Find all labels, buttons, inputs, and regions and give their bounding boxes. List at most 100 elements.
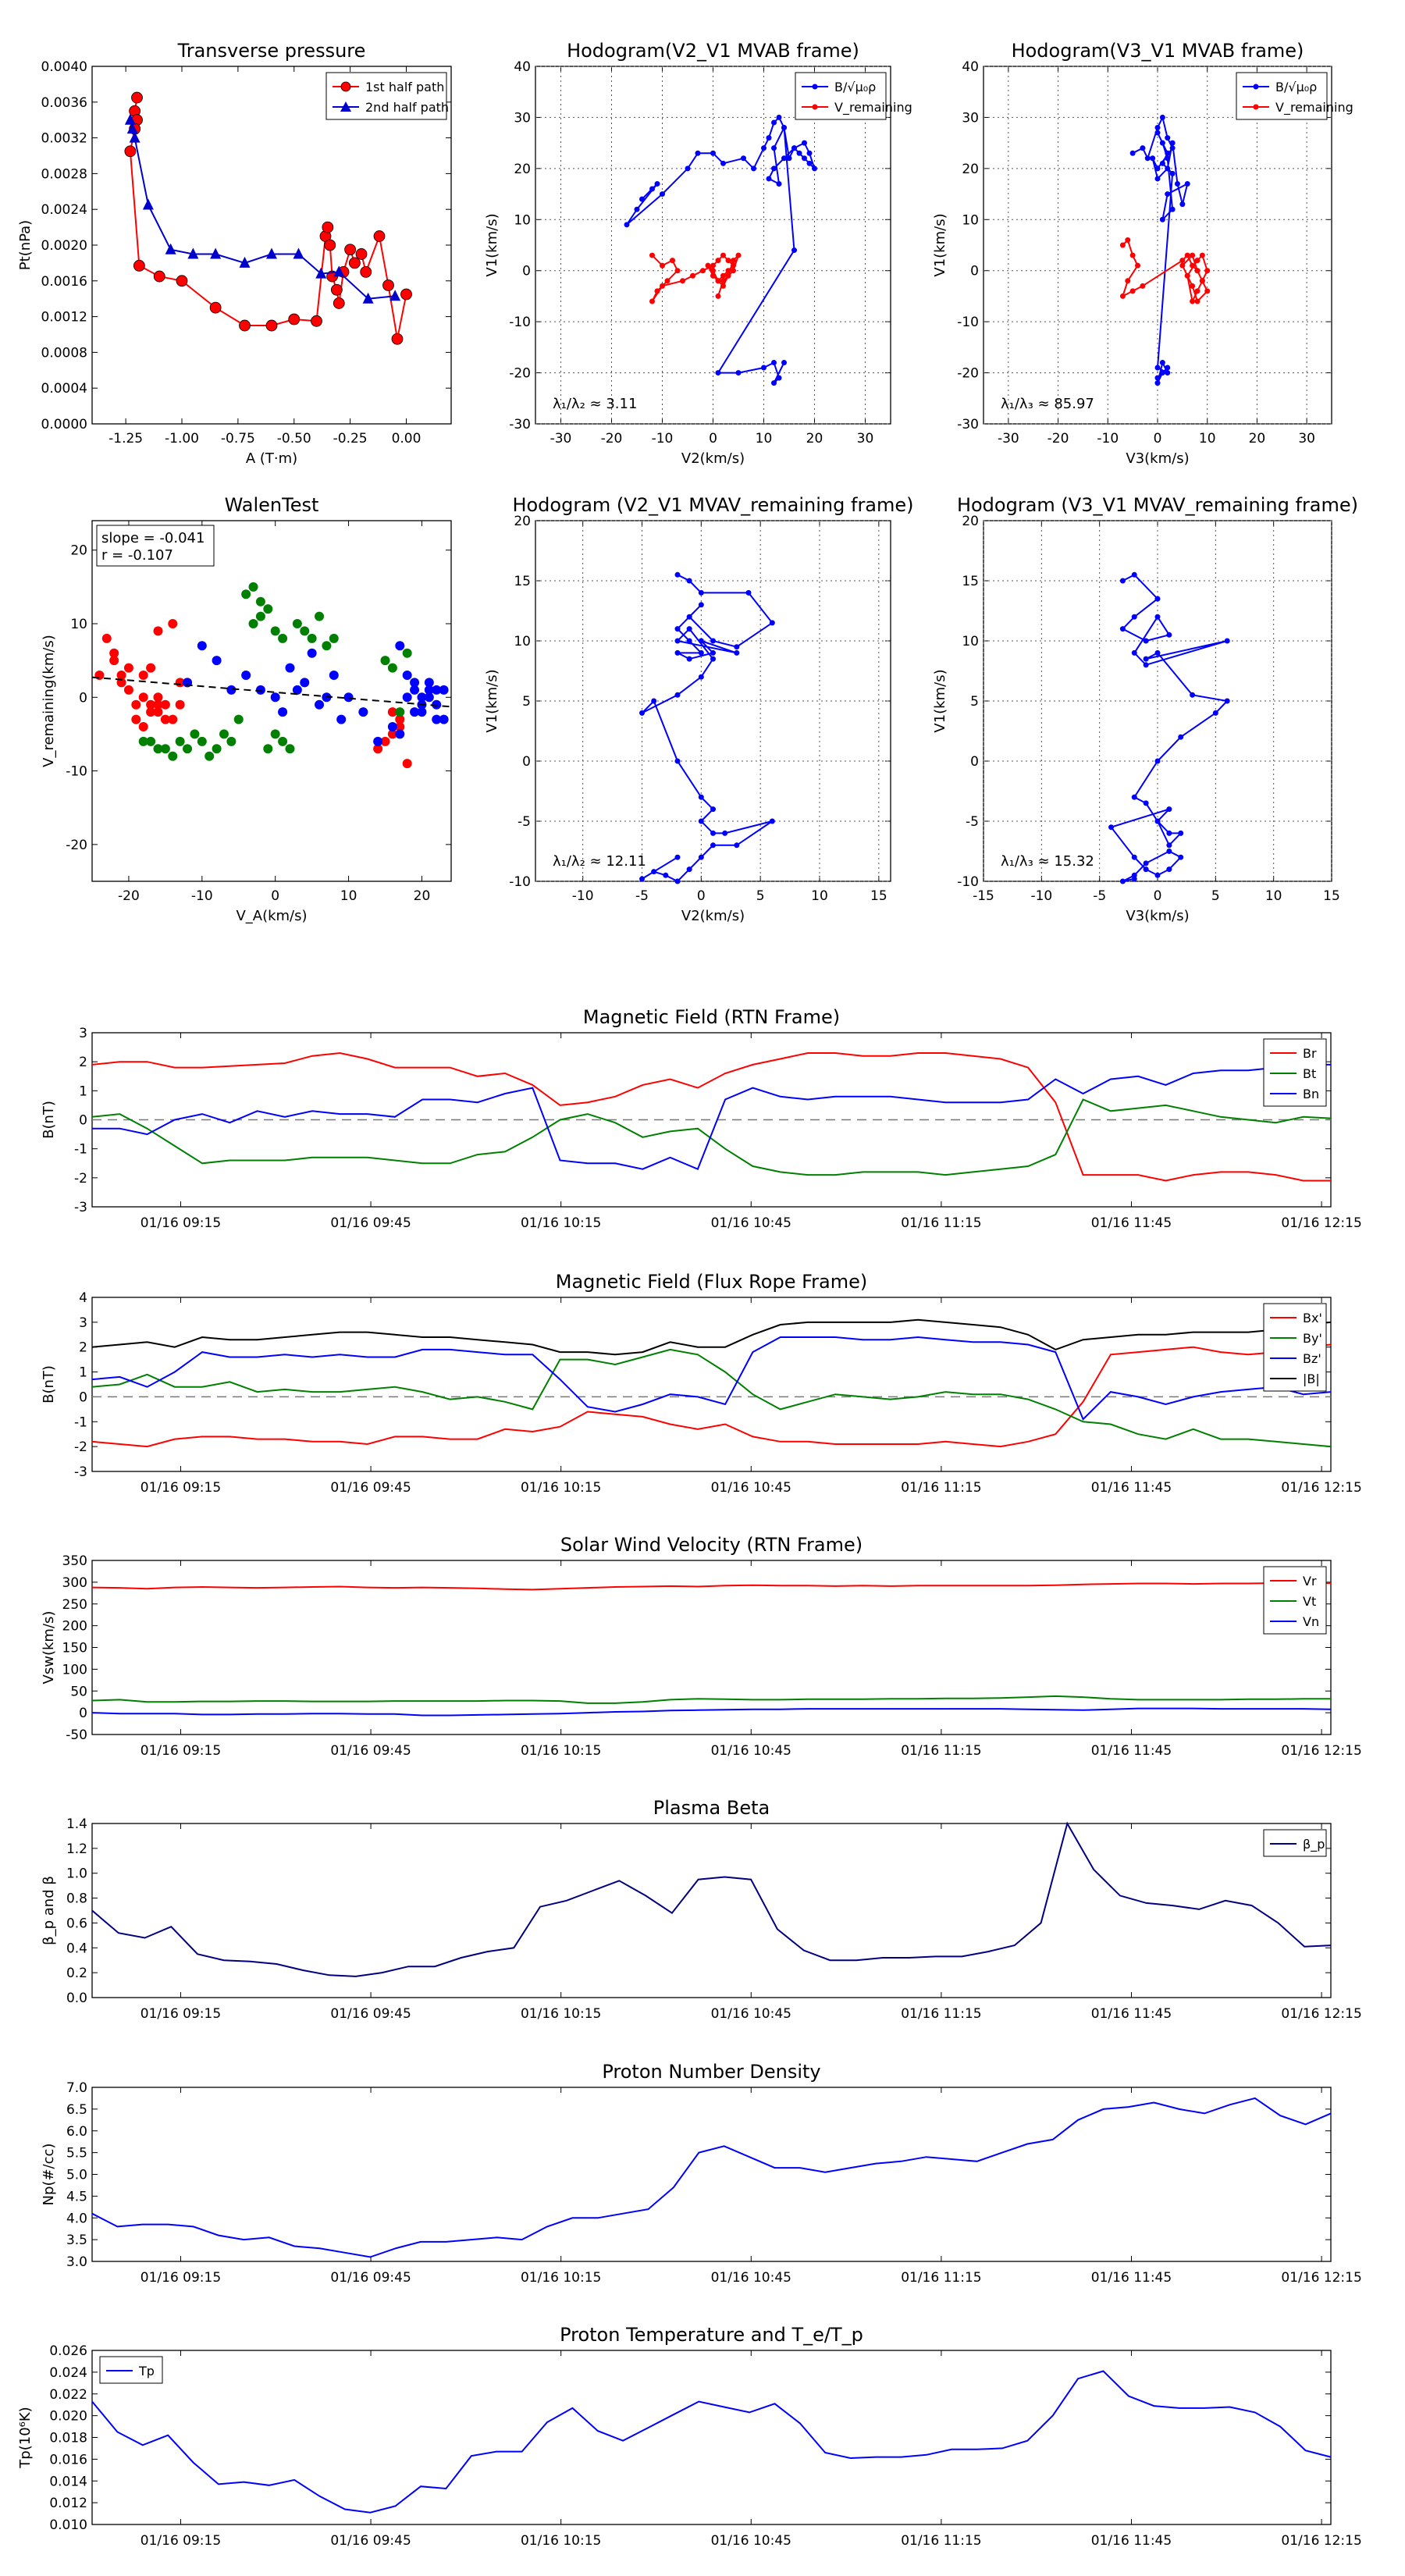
y-tick-label: 0.020 <box>49 2409 87 2425</box>
y-axis-label: B(nT) <box>41 1101 57 1139</box>
walen-point <box>439 685 449 695</box>
x-tick-label: -10 <box>1030 888 1052 904</box>
chart-title: Proton Number Density <box>602 2061 820 2083</box>
hodogram-point <box>698 794 704 800</box>
x-tick-label: -15 <box>973 888 994 904</box>
hodogram-point <box>1165 165 1171 172</box>
hodogram-point <box>710 656 716 662</box>
fit-line <box>91 676 452 708</box>
hodogram-point <box>715 258 721 264</box>
y-tick-label: 0 <box>522 754 531 770</box>
x-tick-label: 01/16 09:15 <box>140 1215 221 1231</box>
hodogram-point <box>1165 191 1171 197</box>
plot-frame <box>91 66 452 425</box>
legend-label: Vn <box>1303 1614 1319 1629</box>
plot-frame <box>91 1297 1332 1472</box>
x-tick-label: -20 <box>118 888 140 904</box>
y-axis-label: V1(km/s) <box>484 669 500 732</box>
y-tick-label: 30 <box>962 110 979 126</box>
data-point <box>239 319 251 332</box>
panel-timeseries-7: Magnetic Field (Flux Rope Frame)-3-2-101… <box>41 1271 1362 1496</box>
y-tick-label: 200 <box>62 1619 87 1635</box>
walen-point <box>263 744 273 754</box>
data-point <box>165 243 176 254</box>
hodogram-point <box>710 262 716 269</box>
hodogram-point <box>1184 252 1190 258</box>
hodogram-point <box>1178 734 1184 740</box>
legend-label: β_p <box>1303 1837 1325 1852</box>
x-tick-label: 01/16 09:15 <box>140 1480 221 1496</box>
y-tick-label: 0.0028 <box>41 166 87 182</box>
hodogram-point <box>731 258 736 264</box>
hodogram-point <box>1131 854 1137 860</box>
hodogram-point <box>1178 854 1184 860</box>
y-tick-label: 7.0 <box>66 2080 87 2096</box>
walen-point <box>424 685 434 695</box>
hodogram-point <box>1165 150 1171 156</box>
x-axis-label: V2(km/s) <box>681 908 745 924</box>
y-tick-label: 0.4 <box>66 1941 87 1956</box>
hodogram-point <box>1154 365 1161 371</box>
hodogram-point <box>1135 262 1141 269</box>
y-tick-label: 0.024 <box>49 2365 87 2381</box>
data-point <box>124 145 137 158</box>
hodogram-point <box>1166 866 1172 873</box>
data-point <box>288 313 301 326</box>
hodogram-point <box>1166 830 1172 836</box>
walen-point <box>226 736 237 746</box>
y-tick-label: 350 <box>62 1553 87 1569</box>
chart-title: Hodogram (V2_V1 MVAV_remaining frame) <box>512 494 913 516</box>
chart-title: Transverse pressure <box>177 40 366 62</box>
hodogram-point <box>624 222 630 228</box>
hodogram-point <box>1140 283 1146 289</box>
walen-point <box>417 692 427 703</box>
hodogram-point <box>769 620 775 626</box>
hodogram-point <box>1165 135 1171 141</box>
walen-point <box>101 633 112 643</box>
y-tick-label: 40 <box>962 59 979 75</box>
hodogram-point <box>769 818 775 824</box>
fit-stat: r = -0.107 <box>101 547 173 564</box>
hodogram-point <box>698 818 704 824</box>
walen-point <box>278 736 288 746</box>
hodogram-point <box>720 252 726 258</box>
walen-point <box>168 619 178 628</box>
x-tick-label: 01/16 10:15 <box>521 2533 601 2549</box>
hodogram-point <box>695 150 701 156</box>
y-tick-label: -1 <box>74 1142 87 1158</box>
hodogram-point <box>1184 272 1190 279</box>
hodogram-point <box>771 380 777 386</box>
walen-point <box>395 729 405 739</box>
hodogram-point <box>710 150 716 156</box>
hodogram-point <box>720 160 726 166</box>
walen-point <box>116 671 126 680</box>
panel-hodogram-5: Hodogram (V3_V1 MVAV_remaining frame) -10… <box>932 494 1358 924</box>
series-line-Bx' <box>91 1343 1332 1448</box>
hodogram-point <box>771 145 777 151</box>
y-tick-label: 0.0020 <box>41 238 87 254</box>
data-point <box>124 113 136 125</box>
hodogram-point <box>776 375 782 381</box>
hodogram-point <box>680 278 685 284</box>
data-point <box>330 283 343 296</box>
data-point <box>293 247 304 259</box>
hodogram-point <box>1131 876 1137 882</box>
panel-hodogram-2: Hodogram(V3_V1 MVAB frame) -30 -20 -10 0 10 20… <box>932 40 1353 467</box>
hodogram-point <box>725 272 731 279</box>
walen-point <box>248 582 258 592</box>
hodogram-point <box>649 186 655 192</box>
hodogram-point <box>1204 288 1211 294</box>
hodogram-point <box>634 206 640 212</box>
y-tick-label: 0.018 <box>49 2431 87 2446</box>
y-tick-label: 0.0004 <box>41 381 87 397</box>
hodogram-point <box>1150 155 1156 162</box>
hodogram-point <box>812 165 817 172</box>
hodogram-point <box>710 830 716 836</box>
hodogram-point <box>734 649 740 656</box>
x-tick-label: 5 <box>1211 888 1220 904</box>
x-tick-label: 15 <box>1323 888 1340 904</box>
hodogram-point <box>1143 860 1149 866</box>
x-tick-label: 01/16 10:45 <box>711 1215 791 1231</box>
hodogram-point <box>1119 242 1126 248</box>
hodogram-point <box>674 649 681 656</box>
